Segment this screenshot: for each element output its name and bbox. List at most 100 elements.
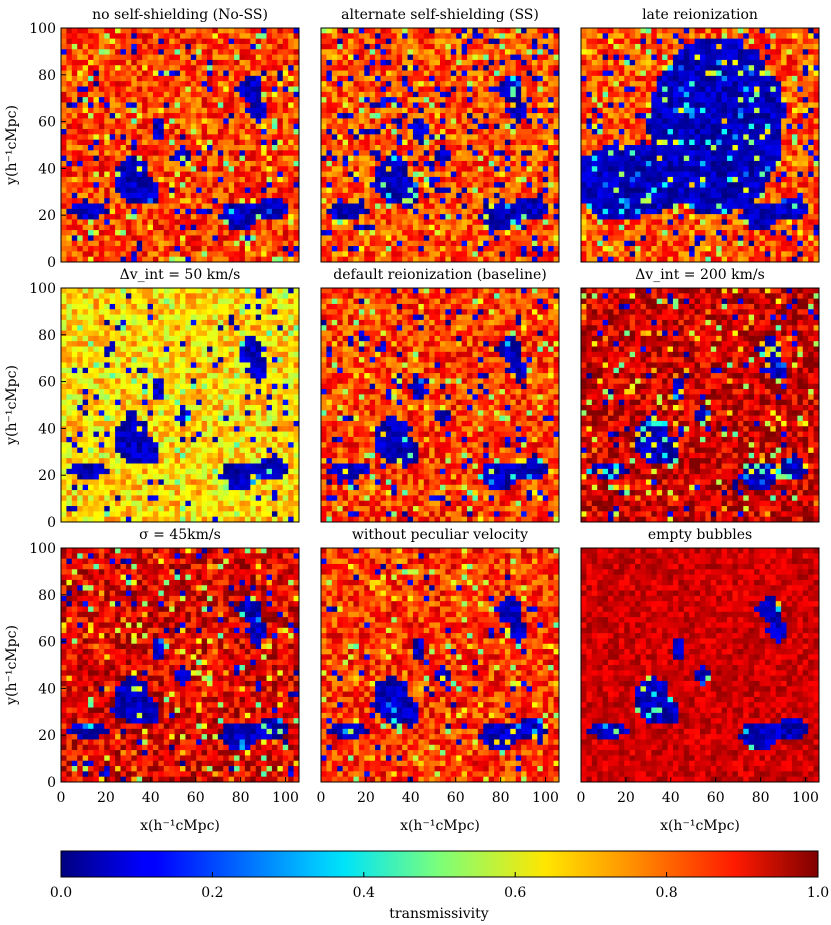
heatmap-cell xyxy=(93,246,99,252)
heatmap-cell xyxy=(668,124,674,130)
heatmap-cell xyxy=(408,71,414,77)
heatmap-cell xyxy=(332,230,338,236)
heatmap-cell xyxy=(505,214,511,220)
heatmap-cell xyxy=(348,129,354,135)
heatmap-cell xyxy=(651,44,657,50)
heatmap-cell xyxy=(494,161,500,167)
heatmap-cell xyxy=(364,188,370,194)
heatmap-cell xyxy=(261,235,267,241)
heatmap-cell xyxy=(532,81,538,87)
heatmap-cell xyxy=(288,87,294,93)
heatmap-cell xyxy=(727,60,733,66)
heatmap-cell xyxy=(646,44,652,50)
heatmap-cell xyxy=(402,87,408,93)
heatmap-cell xyxy=(814,49,820,55)
heatmap-cell xyxy=(624,71,630,77)
heatmap-cell xyxy=(77,44,83,50)
heatmap-cell xyxy=(808,49,814,55)
heatmap-cell xyxy=(408,87,414,93)
heatmap-cell xyxy=(662,156,668,162)
heatmap-cell xyxy=(148,161,154,167)
heatmap-cell xyxy=(641,140,647,146)
heatmap-cell xyxy=(131,87,137,93)
heatmap-cell xyxy=(353,230,359,236)
heatmap-cell xyxy=(386,145,392,151)
heatmap-cell xyxy=(364,177,370,183)
heatmap-cell xyxy=(456,166,462,172)
heatmap-cell xyxy=(727,76,733,82)
heatmap-cell xyxy=(218,177,224,183)
heatmap-cell xyxy=(256,81,262,87)
heatmap-cell xyxy=(99,129,105,135)
heatmap-cell xyxy=(169,204,175,210)
heatmap-cell xyxy=(250,225,256,231)
heatmap-cell xyxy=(131,251,137,257)
heatmap-cell xyxy=(191,28,197,34)
heatmap-cell xyxy=(543,49,549,55)
heatmap-cell xyxy=(413,225,419,231)
heatmap-cell xyxy=(148,166,154,172)
heatmap-cell xyxy=(505,182,511,188)
heatmap-cell xyxy=(814,124,820,130)
heatmap-cell xyxy=(641,97,647,103)
heatmap-cell xyxy=(489,60,495,66)
heatmap-cell xyxy=(294,145,300,151)
heatmap-cell xyxy=(164,118,170,124)
heatmap-cell xyxy=(711,33,717,39)
heatmap-cell xyxy=(451,198,457,204)
heatmap-cell xyxy=(375,92,381,98)
heatmap-cell xyxy=(288,33,294,39)
heatmap-cell xyxy=(142,71,148,77)
heatmap-cell xyxy=(337,71,343,77)
heatmap-cell xyxy=(651,76,657,82)
heatmap-cell xyxy=(77,28,83,34)
heatmap-cell xyxy=(722,97,728,103)
heatmap-cell xyxy=(332,241,338,247)
heatmap-cell xyxy=(370,209,376,215)
heatmap-cell xyxy=(684,49,690,55)
heatmap-cell xyxy=(429,60,435,66)
heatmap-cell xyxy=(104,60,110,66)
heatmap-cell xyxy=(521,204,527,210)
heatmap-cell xyxy=(462,241,468,247)
heatmap-cell xyxy=(765,150,771,156)
heatmap-cell xyxy=(93,124,99,130)
heatmap-cell xyxy=(218,81,224,87)
heatmap-cell xyxy=(467,118,473,124)
heatmap-cell xyxy=(494,193,500,199)
heatmap-cell xyxy=(781,108,787,114)
heatmap-cell xyxy=(792,118,798,124)
heatmap-cell xyxy=(510,182,516,188)
heatmap-cell xyxy=(88,177,94,183)
heatmap-cell xyxy=(104,65,110,71)
heatmap-cell xyxy=(348,113,354,119)
heatmap-cell xyxy=(500,76,506,82)
heatmap-cell xyxy=(722,140,728,146)
heatmap-cell xyxy=(196,87,202,93)
heatmap-cell xyxy=(131,204,137,210)
heatmap-cell xyxy=(673,108,679,114)
heatmap-cell xyxy=(370,214,376,220)
heatmap-cell xyxy=(126,81,132,87)
heatmap-cell xyxy=(478,97,484,103)
heatmap-cell xyxy=(386,87,392,93)
heatmap-cell xyxy=(668,49,674,55)
heatmap-cell xyxy=(223,134,229,140)
heatmap-cell xyxy=(445,193,451,199)
heatmap-cell xyxy=(413,71,419,77)
heatmap-cell xyxy=(240,28,246,34)
heatmap-cell xyxy=(191,230,197,236)
heatmap-cell xyxy=(705,71,711,77)
heatmap-cell xyxy=(543,33,549,39)
heatmap-cell xyxy=(456,28,462,34)
heatmap-cell xyxy=(153,81,159,87)
heatmap-cell xyxy=(137,33,143,39)
heatmap-cell xyxy=(93,71,99,77)
heatmap-cell xyxy=(250,44,256,50)
heatmap-cell xyxy=(250,134,256,140)
heatmap-cell xyxy=(272,156,278,162)
heatmap-cell xyxy=(516,108,522,114)
heatmap-cell xyxy=(695,102,701,108)
heatmap-cell xyxy=(370,161,376,167)
heatmap-cell xyxy=(321,230,327,236)
